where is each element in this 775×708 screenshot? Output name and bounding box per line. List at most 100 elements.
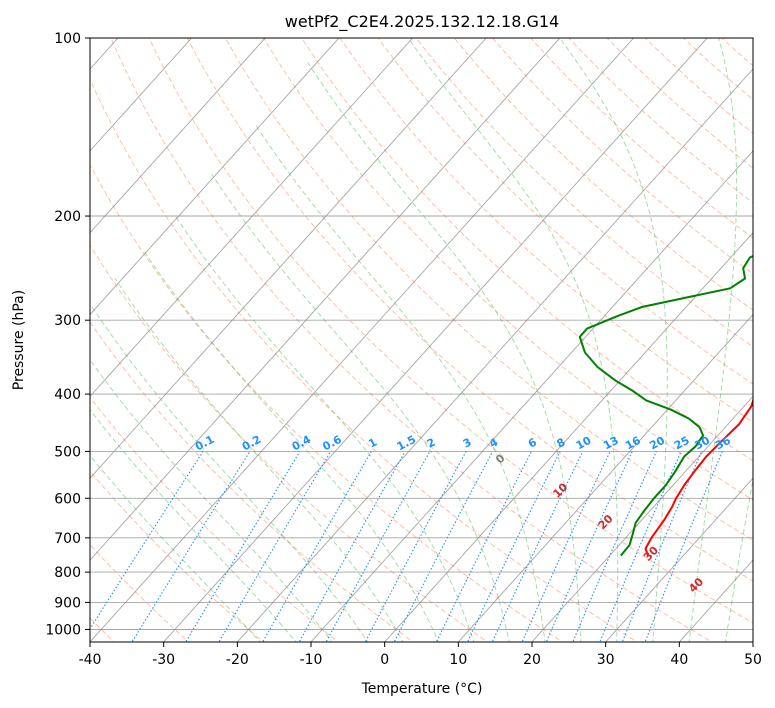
isotherm-line xyxy=(310,150,753,642)
mixing-ratio-line xyxy=(131,451,251,642)
mixing-ratio-label: 30 xyxy=(692,434,712,453)
mixing-ratio-line xyxy=(466,451,561,642)
x-axis-label: Temperature (°C) xyxy=(361,681,483,697)
y-axis-label: Pressure (hPa) xyxy=(11,290,27,390)
mixing-ratio-line xyxy=(218,451,332,642)
x-tick-label: -40 xyxy=(79,652,102,668)
mixing-ratio-line xyxy=(599,451,682,642)
isotherm-label: 20 xyxy=(596,512,616,532)
moist-adiabat-line xyxy=(307,62,582,642)
x-tick-label: 0 xyxy=(380,652,389,668)
y-tick-label: 400 xyxy=(54,387,81,403)
mixing-ratio-label: 10 xyxy=(574,434,594,453)
isotherm-line xyxy=(531,395,753,642)
x-tick-label: 30 xyxy=(597,652,615,668)
isotherm-line xyxy=(605,477,753,642)
isotherm-line xyxy=(90,38,340,316)
dry-adiabat-line xyxy=(186,38,753,582)
x-tick-label: 10 xyxy=(449,652,467,668)
mixing-ratio-label: 2 xyxy=(425,436,438,451)
x-tick-label: 40 xyxy=(670,652,688,668)
x-tick-label: -30 xyxy=(152,652,175,668)
mixing-ratio-label: 0.2 xyxy=(240,433,263,454)
y-tick-label: 300 xyxy=(54,313,81,329)
y-tick-label: 600 xyxy=(54,491,81,507)
dry-adiabat-line xyxy=(224,38,753,541)
mixing-ratio-line xyxy=(185,451,301,642)
dry-adiabat-line xyxy=(682,38,753,101)
dry-adiabat-line xyxy=(339,38,753,423)
isotherm-label: 30 xyxy=(641,543,661,563)
dry-adiabat-line xyxy=(90,78,638,642)
dry-adiabat-line xyxy=(377,38,753,385)
mixing-ratio-label: 1 xyxy=(366,436,379,451)
isotherm-line xyxy=(457,313,753,642)
mixing-ratio-line xyxy=(364,451,467,642)
x-tick-label: -20 xyxy=(226,652,249,668)
isotherm-line xyxy=(90,38,561,561)
x-tick-label: 50 xyxy=(744,652,762,668)
mixing-ratio-line xyxy=(393,451,494,642)
dry-adiabat-line xyxy=(415,38,753,348)
y-tick-label: 500 xyxy=(54,444,81,460)
moist-adiabat-line xyxy=(90,359,333,642)
mixing-ratio-label: 25 xyxy=(672,434,692,453)
y-tick-label: 200 xyxy=(54,209,81,225)
dry-adiabat-line xyxy=(90,396,340,642)
isotherm-line xyxy=(384,232,753,642)
mixing-ratio-line xyxy=(545,451,633,642)
dry-adiabat-line xyxy=(263,38,753,501)
mixing-ratio-label: 1.5 xyxy=(395,433,418,454)
isotherm-line xyxy=(90,38,266,234)
moist-adiabat-line xyxy=(144,251,440,642)
mixing-ratio-label: 16 xyxy=(623,434,643,453)
dewpoint-profile-line xyxy=(578,254,753,557)
dry-adiabat-line xyxy=(90,470,265,642)
temperature-profile-line xyxy=(644,397,753,556)
mixing-ratio-label: 36 xyxy=(713,434,733,453)
mixing-ratio-line xyxy=(491,451,584,642)
mixing-ratio-label: 20 xyxy=(647,434,667,453)
dry-adiabat-line xyxy=(148,38,753,624)
axes: -40 -30 -20 -10 0 10 20 30 40 5010020030040050060… xyxy=(45,31,762,668)
mixing-ratio-line xyxy=(521,451,611,642)
isotherm-line xyxy=(163,38,708,642)
isotherm-label: 40 xyxy=(686,575,706,595)
mixing-ratio-line xyxy=(644,451,723,642)
moist-adiabat-line xyxy=(90,454,261,642)
mixing-ratio-label: 6 xyxy=(526,435,539,450)
isotherm-line xyxy=(90,38,487,479)
mixing-ratio-line xyxy=(621,451,703,642)
moist-adiabat-line xyxy=(90,408,297,642)
chart-title: wetPf2_C2E4.2025.132.12.18.G14 xyxy=(285,12,559,32)
mixing-ratio-line xyxy=(325,451,431,642)
y-tick-label: 800 xyxy=(54,565,81,581)
mixing-ratio-label: 0.6 xyxy=(320,433,344,454)
mixing-ratio-label: 3 xyxy=(461,436,474,451)
isotherm-line xyxy=(90,38,414,398)
x-tick-label: -10 xyxy=(300,652,323,668)
isotherm-line xyxy=(752,641,753,642)
dry-adiabat-line xyxy=(720,38,753,67)
dry-adiabat-line xyxy=(606,38,753,169)
moist-adiabat-line xyxy=(254,124,546,642)
dry-adiabat-line xyxy=(745,25,775,645)
x-tick-label: 20 xyxy=(523,652,541,668)
mixing-ratio-label: 4 xyxy=(487,435,500,450)
plot-frame xyxy=(89,37,754,643)
mixing-ratio-label: 13 xyxy=(601,434,621,453)
y-tick-label: 100 xyxy=(54,31,81,47)
moist-adiabat-line xyxy=(91,306,369,642)
dry-adiabat-line xyxy=(568,38,753,204)
isotherm-label: 10 xyxy=(550,480,570,500)
isotherm-line xyxy=(90,38,193,152)
y-tick-label: 1000 xyxy=(45,622,81,638)
dry-adiabat-line xyxy=(90,543,190,642)
plot-area xyxy=(90,25,775,645)
isotherm-line xyxy=(236,68,753,642)
dry-adiabat-line xyxy=(90,321,414,642)
mixing-ratio-line xyxy=(262,451,372,642)
dry-adiabat-line xyxy=(453,38,753,311)
mixing-ratio-label: 8 xyxy=(555,436,568,451)
mixing-ratio-line xyxy=(435,451,532,642)
